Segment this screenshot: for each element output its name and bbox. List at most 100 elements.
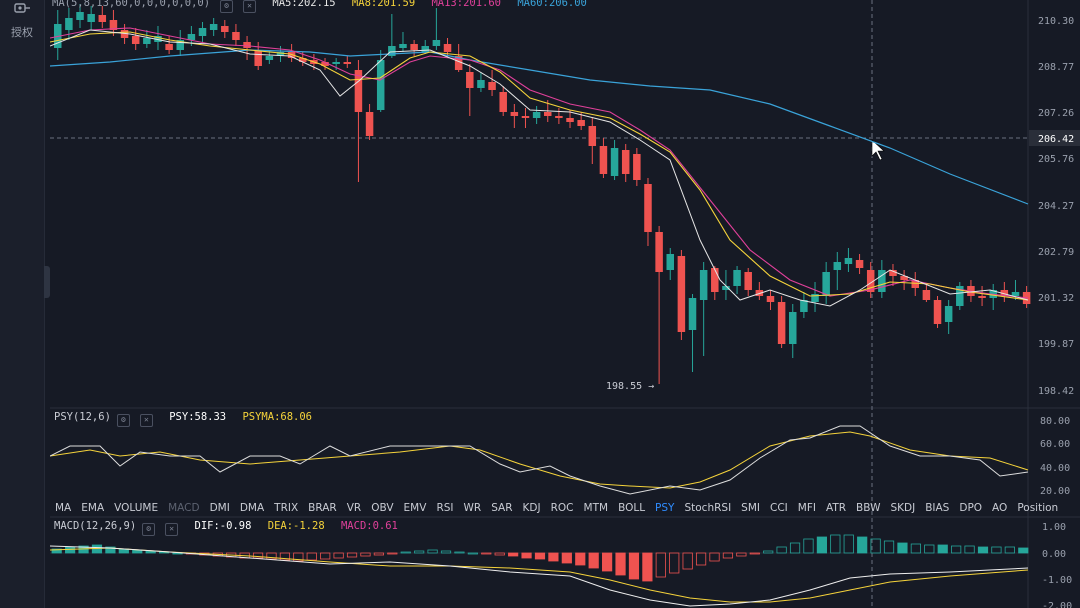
- macd-histogram-bar: [440, 550, 452, 554]
- ma60-value: MA60:206.00: [517, 0, 587, 9]
- macd-histogram-bar: [642, 552, 653, 582]
- tab-mfi[interactable]: MFI: [797, 502, 816, 514]
- candle-body: [866, 270, 875, 292]
- tab-obv[interactable]: OBV: [371, 502, 394, 514]
- candle-body: [577, 120, 585, 126]
- dif-line: [50, 545, 1029, 607]
- macd-histogram-bar: [427, 549, 438, 554]
- macd-histogram-bar: [346, 552, 358, 558]
- ma8-line: [50, 31, 1029, 301]
- macd-histogram-bar: [695, 552, 707, 566]
- candle-body: [198, 28, 207, 36]
- close-icon[interactable]: ✕: [165, 523, 179, 536]
- macd-histogram-bar: [951, 545, 962, 554]
- tab-boll[interactable]: BOLL: [618, 502, 646, 514]
- candle-body: [376, 60, 385, 110]
- price-tick-label: 204.27: [1038, 201, 1074, 212]
- settings-icon[interactable]: ⚙: [220, 0, 234, 13]
- psy-line: [50, 425, 1029, 495]
- tab-brar[interactable]: BRAR: [308, 502, 337, 514]
- auth-button[interactable]: 授权: [4, 2, 40, 40]
- settings-icon[interactable]: ⚙: [116, 414, 130, 427]
- tab-sar[interactable]: SAR: [491, 502, 513, 514]
- tab-bbw[interactable]: BBW: [856, 502, 881, 514]
- tab-kdj[interactable]: KDJ: [522, 502, 541, 514]
- tab-dmi[interactable]: DMI: [209, 502, 230, 514]
- tab-mtm[interactable]: MTM: [583, 502, 609, 514]
- tab-trix[interactable]: TRIX: [274, 502, 299, 514]
- price-tick-label: 202.79: [1038, 247, 1074, 258]
- tab-roc[interactable]: ROC: [550, 502, 574, 514]
- tab-dpo[interactable]: DPO: [959, 502, 983, 514]
- tab-rsi[interactable]: RSI: [436, 502, 454, 514]
- tab-dma[interactable]: DMA: [239, 502, 265, 514]
- psy-tick-label: 20.00: [1040, 486, 1070, 497]
- tab-macd[interactable]: MACD: [168, 502, 200, 514]
- ma5-value: MA5:202.15: [272, 0, 336, 9]
- macd-histogram-bar: [1004, 546, 1015, 554]
- tab-smi[interactable]: SMI: [741, 502, 760, 514]
- psy-value: PSY:58.33: [169, 411, 227, 423]
- tab-bias[interactable]: BIAS: [925, 502, 950, 514]
- tab-volume[interactable]: VOLUME: [114, 502, 159, 514]
- macd-histogram-bar: [883, 540, 895, 554]
- candle-body: [98, 15, 107, 22]
- tab-psy[interactable]: PSY: [655, 502, 675, 514]
- macd-histogram-bar: [508, 552, 519, 557]
- tab-position[interactable]: Position: [1017, 502, 1059, 514]
- macd-histogram-bar: [803, 538, 814, 554]
- tab-atr[interactable]: ATR: [825, 502, 847, 514]
- candle-body: [978, 296, 986, 298]
- candle-body: [232, 32, 240, 40]
- tab-vr[interactable]: VR: [346, 502, 362, 514]
- auth-label: 授权: [11, 26, 33, 39]
- candle-body: [154, 36, 162, 42]
- candle-body: [87, 14, 95, 22]
- candle-body: [65, 18, 73, 30]
- price-tick-label: 210.30: [1038, 16, 1074, 27]
- macd-histogram-bar: [266, 552, 277, 560]
- mouse-cursor-icon: [871, 139, 885, 161]
- tab-emv[interactable]: EMV: [403, 502, 427, 514]
- candle-body: [365, 112, 374, 136]
- candle-body: [811, 294, 819, 302]
- candle-body: [956, 286, 964, 306]
- tab-cci[interactable]: CCI: [770, 502, 788, 514]
- macd-histogram-bar: [548, 552, 559, 562]
- psy-tick-label: 80.00: [1040, 416, 1070, 427]
- candle-body: [176, 40, 184, 50]
- price-tick-label: 198.42: [1038, 386, 1074, 397]
- chart-area[interactable]: 210.30 208.77 207.26 205.76 204.27 202.79 201.…: [50, 0, 1080, 608]
- candle-body: [777, 302, 786, 344]
- tab-stochrsi[interactable]: StochRSI: [684, 502, 732, 514]
- candle-body: [76, 12, 84, 20]
- tab-skdj[interactable]: SKDJ: [890, 502, 916, 514]
- candle-body: [477, 80, 485, 88]
- candle-body: [454, 56, 463, 70]
- chart-canvas[interactable]: 210.30 208.77 207.26 205.76 204.27 202.79 201.…: [50, 0, 1080, 608]
- candle-body: [432, 40, 441, 46]
- tab-wr[interactable]: WR: [463, 502, 482, 514]
- tab-ema[interactable]: EMA: [81, 502, 105, 514]
- macd-histogram-bar: [575, 552, 586, 566]
- macd-histogram-bar: [722, 552, 734, 559]
- sidebar-collapse-handle[interactable]: [44, 266, 50, 298]
- settings-icon[interactable]: ⚙: [142, 523, 156, 536]
- ma-params: MA(5,8,13,60,0,0,0,0,0,0): [52, 0, 211, 9]
- macd-histogram-bar: [65, 546, 76, 554]
- macd-histogram-bar: [628, 552, 640, 580]
- price-tick-label: 205.76: [1038, 154, 1074, 165]
- macd-histogram-bar: [709, 552, 720, 562]
- tab-ao[interactable]: AO: [992, 502, 1008, 514]
- close-icon[interactable]: ✕: [243, 0, 257, 13]
- macd-histogram-bar: [602, 552, 613, 572]
- candle-body: [109, 20, 118, 30]
- candle-body: [699, 270, 708, 300]
- tab-ma[interactable]: MA: [55, 502, 72, 514]
- close-icon[interactable]: ✕: [139, 414, 153, 427]
- candle-body: [187, 34, 196, 40]
- macd-histogram-bar: [857, 536, 868, 554]
- macd-value: MACD:0.61: [340, 520, 398, 532]
- psy-tick-label: 60.00: [1040, 439, 1070, 450]
- candle-body: [421, 46, 429, 52]
